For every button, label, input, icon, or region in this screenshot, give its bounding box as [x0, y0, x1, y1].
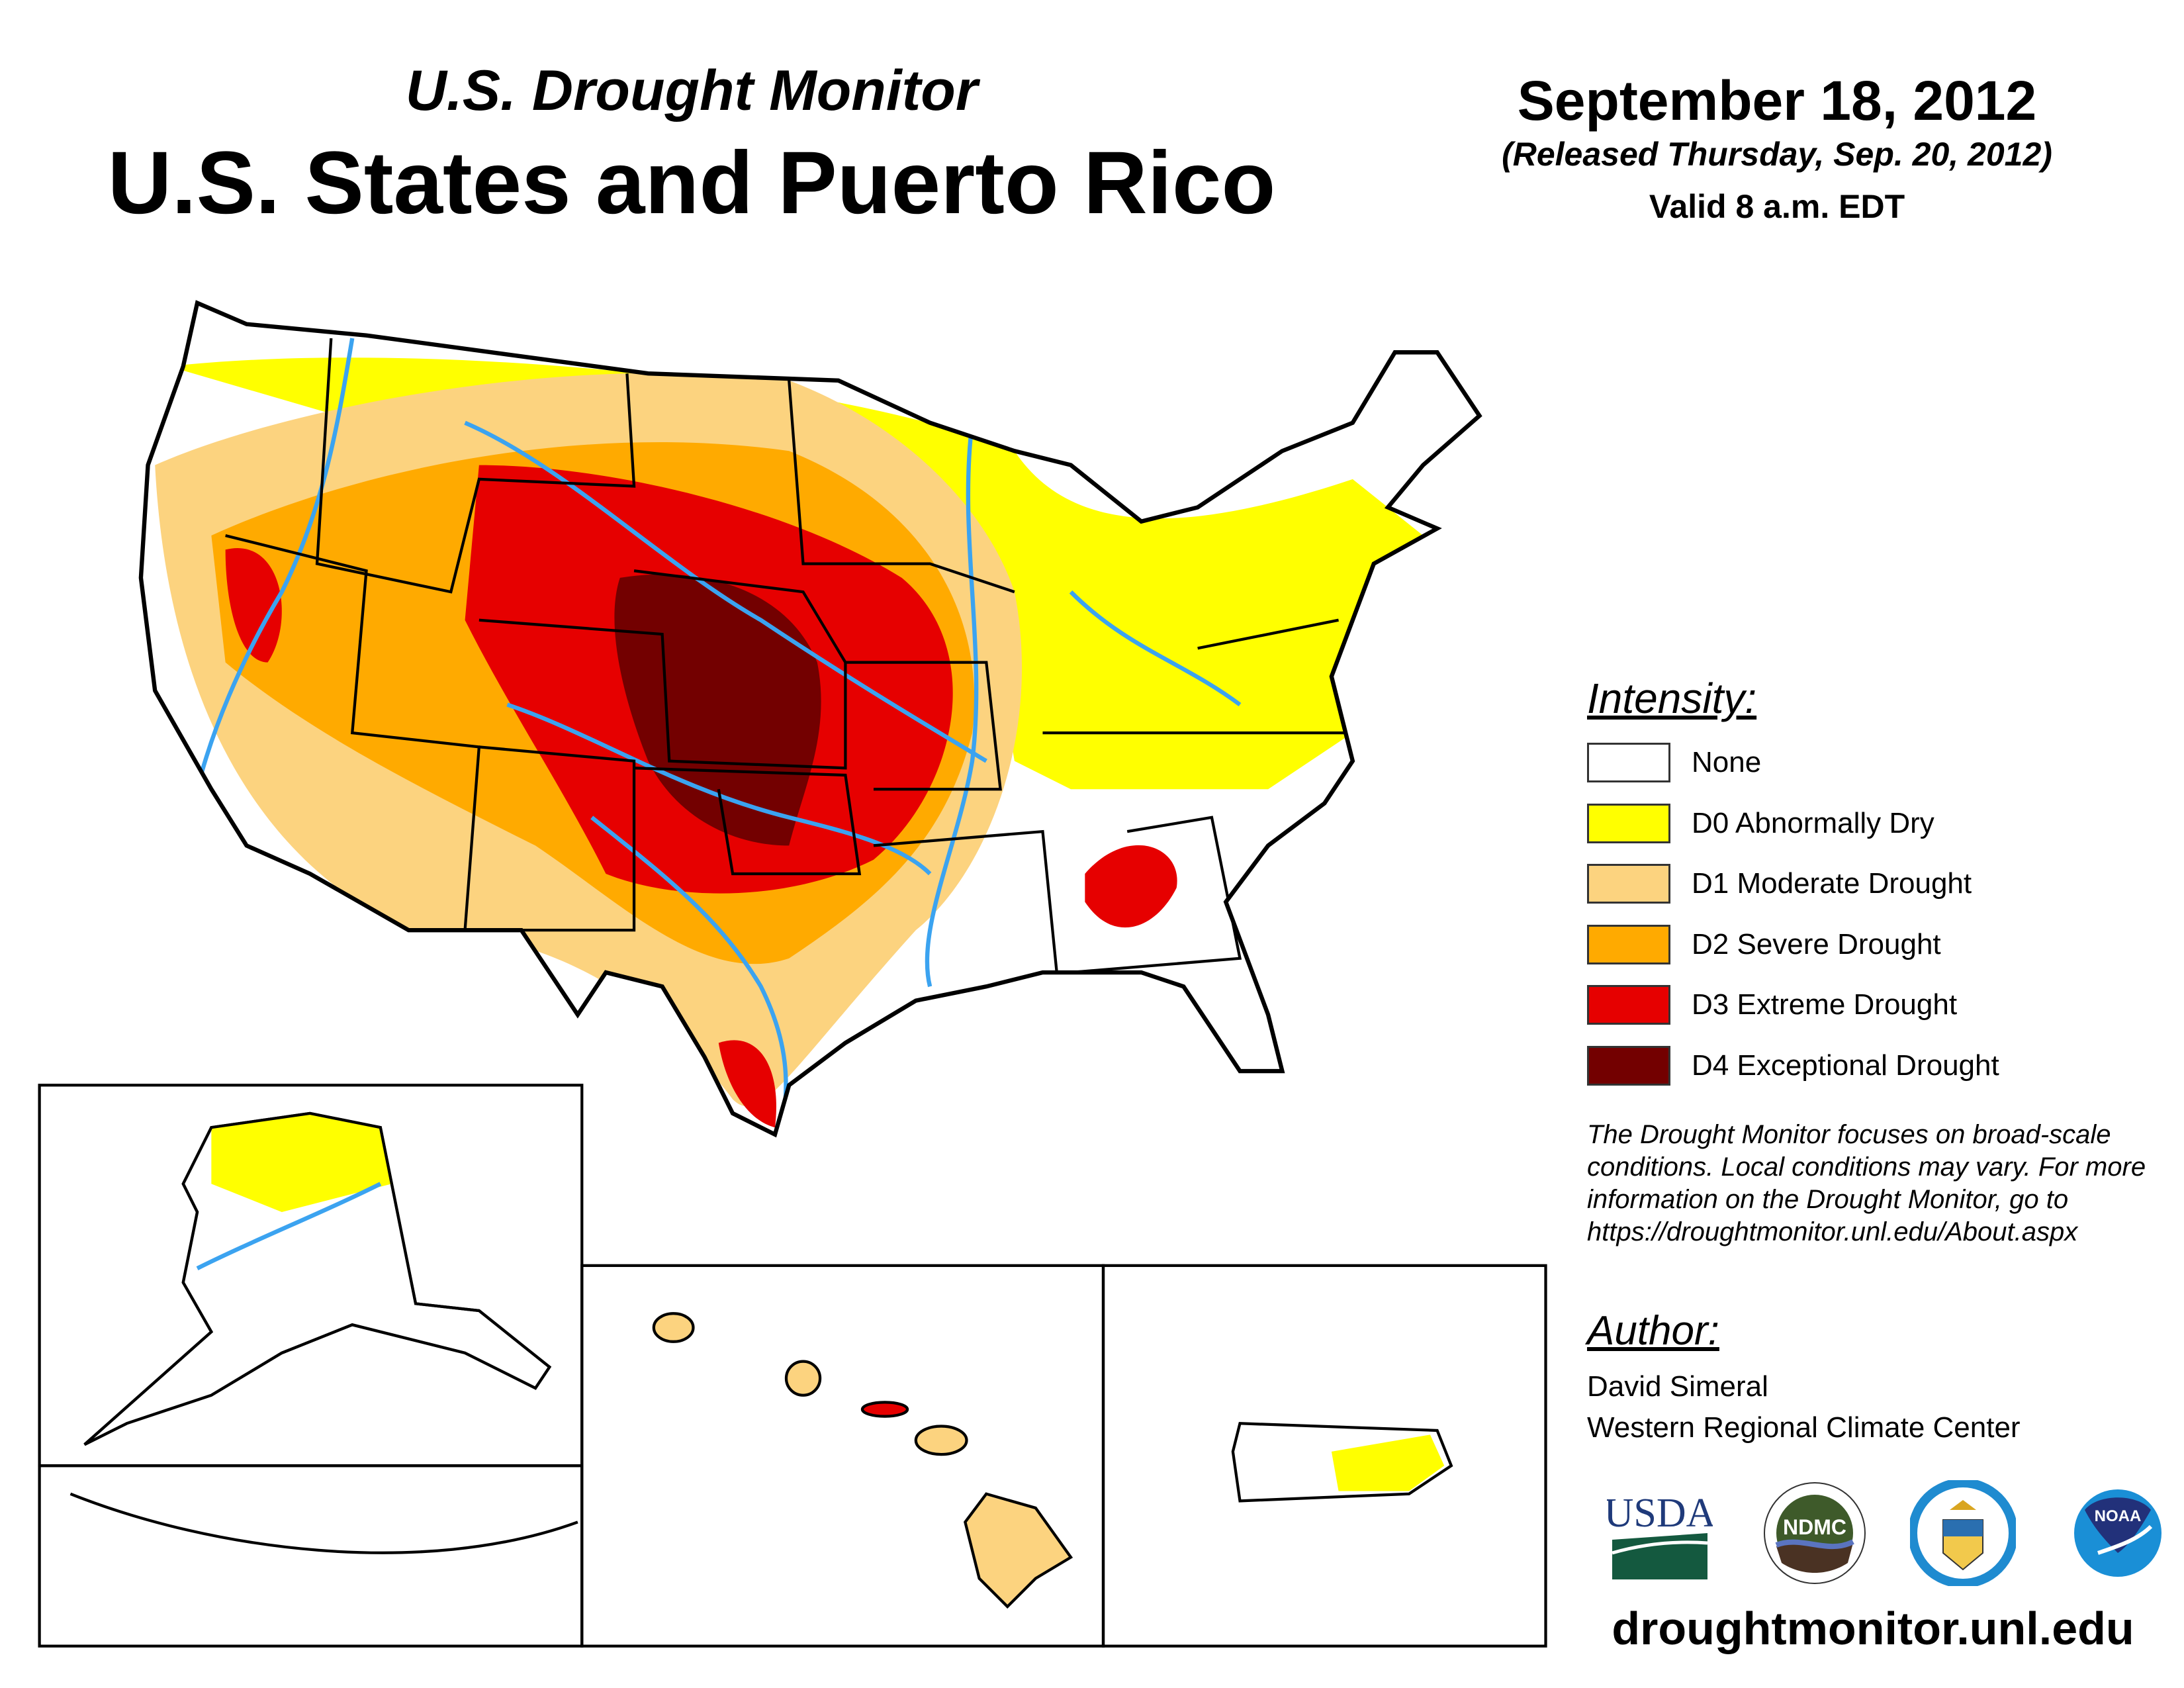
d4-region — [614, 574, 821, 846]
disclaimer-line: The Drought Monitor focuses on broad-sca… — [1587, 1120, 2111, 1149]
author-name: David Simeral — [1587, 1370, 1768, 1403]
commerce-seal-logo — [1910, 1480, 2016, 1586]
d3-region-west — [225, 547, 282, 663]
d3-region-georgia — [1085, 845, 1177, 928]
state-borders — [225, 338, 1353, 974]
legend-swatch — [1587, 743, 1670, 782]
legend-swatch — [1587, 864, 1670, 904]
product-title: U.S. Drought Monitor — [405, 59, 978, 122]
legend-item-d0: D0 Abnormally Dry — [1587, 802, 1934, 845]
disclaimer-line: information on the Drought Monitor, go t… — [1587, 1185, 2069, 1214]
author-heading: Author: — [1587, 1308, 1719, 1354]
legend-swatch — [1587, 985, 1670, 1025]
legend-label: D2 Severe Drought — [1692, 928, 1941, 961]
legend-label: D4 Exceptional Drought — [1692, 1049, 1999, 1082]
legend-item-d2: D2 Severe Drought — [1587, 923, 1941, 966]
release-date: (Released Thursday, Sep. 20, 2012) — [1502, 136, 2052, 173]
legend-item-d3: D3 Extreme Drought — [1587, 984, 1957, 1026]
legend-title: Intensity: — [1587, 675, 1757, 722]
website-link[interactable]: droughtmonitor.unl.edu — [1612, 1603, 2134, 1654]
svg-text:NOAA: NOAA — [2095, 1507, 2142, 1525]
svg-text:NDMC: NDMC — [1783, 1515, 1846, 1539]
d3-region-south-texas — [718, 1040, 776, 1128]
disclaimer-line: conditions. Local conditions may vary. F… — [1587, 1152, 2146, 1182]
valid-time: Valid 8 a.m. EDT — [1649, 188, 1905, 225]
alaska-inset — [38, 1084, 584, 1648]
author-org: Western Regional Climate Center — [1587, 1411, 2021, 1444]
about-link[interactable]: https://droughtmonitor.unl.edu/About.asp… — [1587, 1217, 2078, 1246]
legend-label: None — [1692, 746, 1762, 778]
svg-text:USDA: USDA — [1607, 1491, 1713, 1536]
legend-swatch — [1587, 804, 1670, 843]
conus-outline — [138, 300, 1482, 1138]
legend-label: D3 Extreme Drought — [1692, 988, 1958, 1021]
legend-item-d1: D1 Moderate Drought — [1587, 863, 1972, 905]
legend-item-none: None — [1587, 741, 1761, 784]
noaa-logo: NOAA — [2074, 1489, 2161, 1577]
d0-region — [169, 357, 1424, 790]
legend-label: D0 Abnormally Dry — [1692, 807, 1934, 839]
map-date: September 18, 2012 — [1517, 70, 2037, 132]
disclaimer: The Drought Monitor focuses on broad-sca… — [1587, 1119, 2183, 1248]
hawaii-inset — [580, 1264, 1105, 1648]
conus-map — [38, 300, 1547, 1648]
legend-swatch — [1587, 1046, 1670, 1086]
ndmc-logo: NDMC — [1764, 1482, 1866, 1584]
legend-swatch — [1587, 925, 1670, 964]
legend-item-d4: D4 Exceptional Drought — [1587, 1045, 1999, 1087]
puerto-rico-inset — [1101, 1264, 1547, 1648]
usda-logo: USDA — [1607, 1491, 1713, 1579]
legend-label: D1 Moderate Drought — [1692, 867, 1972, 900]
region-title: U.S. States and Puerto Rico — [107, 134, 1276, 232]
rivers — [195, 338, 1242, 1128]
